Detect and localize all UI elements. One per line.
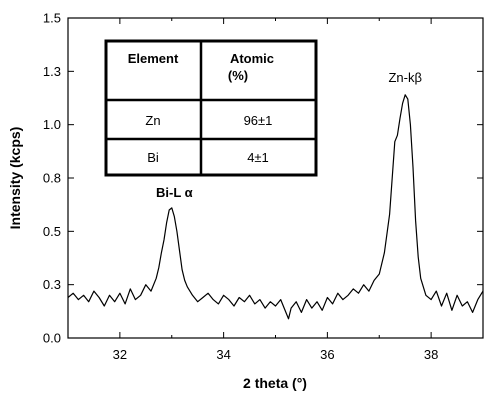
inset-table-header-atomic: Atomic [230,51,274,66]
x-tick-label: 36 [320,347,334,362]
series-layer [67,94,484,320]
y-tick-label: 1.0 [43,117,61,132]
spectrum-line [67,94,484,320]
y-axis-title: Intensity (kcps) [7,127,23,230]
x-axis-title: 2 theta (°) [243,375,307,391]
inset-table-header-percent: (%) [228,68,248,83]
inset-table-frame [104,39,318,177]
x-tick-label: 34 [216,347,230,362]
annotation-zn-k-beta: Zn-kβ [388,70,421,85]
y-tick-label: 0.3 [43,277,61,292]
x-axis-ticks: 32 34 36 38 [67,18,484,362]
y-tick-label: 0.8 [43,171,61,186]
inset-table: Element Atomic (%) Zn 96±1 Bi 4±1 [104,39,318,177]
inset-table-header-element: Element [128,51,179,66]
inset-table-cell: 96±1 [244,113,273,128]
inset-table-cell: Bi [147,150,159,165]
y-tick-label: 1.5 [43,11,61,26]
y-axis-ticks: 0.0 0.3 0.5 0.8 1.0 1.3 1.5 [43,11,483,346]
inset-table-cell: 4±1 [247,150,269,165]
annotation-bi-l-alpha: Bi-L α [156,185,193,200]
y-tick-label: 0.0 [43,331,61,346]
x-tick-label: 32 [113,347,127,362]
y-tick-label: 0.5 [43,224,61,239]
inset-table-cell: Zn [145,113,160,128]
y-tick-label: 1.3 [43,64,61,79]
x-tick-label: 38 [424,347,438,362]
